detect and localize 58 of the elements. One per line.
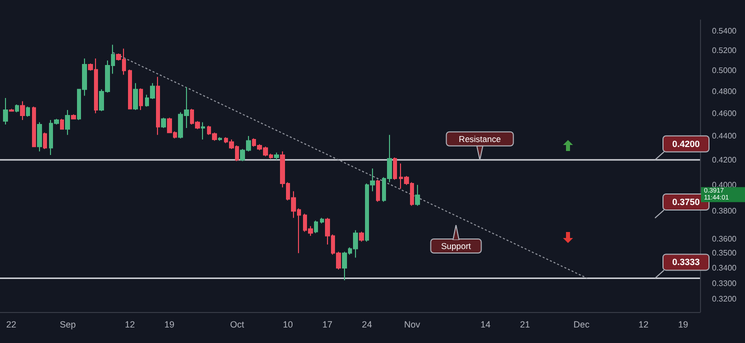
x-tick-label: Nov: [404, 320, 421, 330]
candlestick: [9, 108, 14, 112]
x-tick-label: 24: [362, 320, 372, 330]
annotation: Resistance: [458, 134, 502, 144]
x-tick-label: 21: [520, 320, 530, 330]
ref-line-label: 0.3333: [672, 257, 700, 268]
y-tick-label: 0.4600: [712, 108, 738, 118]
y-tick-label: 0.5200: [712, 46, 738, 56]
x-tick-label: Sep: [60, 320, 76, 330]
y-tick-label: 0.5400: [712, 26, 738, 36]
y-tick-label: 0.4800: [712, 87, 738, 96]
y-tick-label: 0.3500: [712, 248, 738, 258]
candlestick: [20, 100, 25, 121]
x-tick-label: 12: [124, 320, 135, 330]
candlestick: [15, 104, 19, 113]
x-tick-label: 22: [6, 320, 16, 330]
y-tick-label: 0.4400: [712, 132, 738, 141]
candlestick: [201, 122, 205, 140]
candlestick: [32, 106, 36, 148]
candlestick: [156, 76, 160, 136]
x-tick-label: Dec: [573, 320, 590, 330]
candlestick: [415, 184, 420, 206]
y-tick-label: 0.3300: [712, 278, 738, 288]
y-tick-label: 0.4200: [712, 155, 738, 164]
y-tick-label: 0.4000: [712, 180, 738, 190]
candlestick: [161, 117, 166, 128]
x-tick-label: 17: [322, 320, 332, 330]
ref-line-label: 0.4200: [672, 138, 700, 149]
candlestick: [3, 97, 8, 126]
candlestick: [60, 118, 64, 130]
candlestick: [128, 69, 132, 110]
candlestick: [274, 152, 279, 160]
candlestick: [133, 82, 138, 110]
x-tick-label: Oct: [230, 320, 245, 330]
y-tick-label: 0.3400: [712, 264, 738, 273]
candlestick: [218, 136, 222, 142]
x-tick-label: 12: [638, 320, 649, 330]
candlestick: [65, 109, 70, 136]
candlestick: [393, 156, 397, 180]
x-tick-label: 14: [480, 320, 490, 330]
annotation: Support: [441, 241, 472, 251]
candlestick: [359, 231, 364, 242]
y-tick-label: 0.5000: [712, 66, 738, 76]
y-tick-label: 0.3200: [712, 294, 738, 304]
candlestick: [43, 132, 47, 150]
x-tick-label: 19: [164, 320, 174, 330]
y-tick-label: 0.3800: [712, 206, 738, 216]
candlestick: [314, 220, 318, 234]
candlestick: [26, 106, 30, 118]
candlestick: [139, 88, 143, 110]
y-tick-label: 0.3600: [712, 234, 738, 244]
candlestick: [376, 179, 380, 202]
x-tick-label: 19: [678, 320, 688, 330]
candlestick: [71, 114, 76, 120]
annotation: 0.3750: [672, 197, 700, 207]
candlestick: [320, 217, 324, 224]
candlestick: [37, 122, 42, 152]
x-tick-label: 10: [282, 320, 293, 330]
